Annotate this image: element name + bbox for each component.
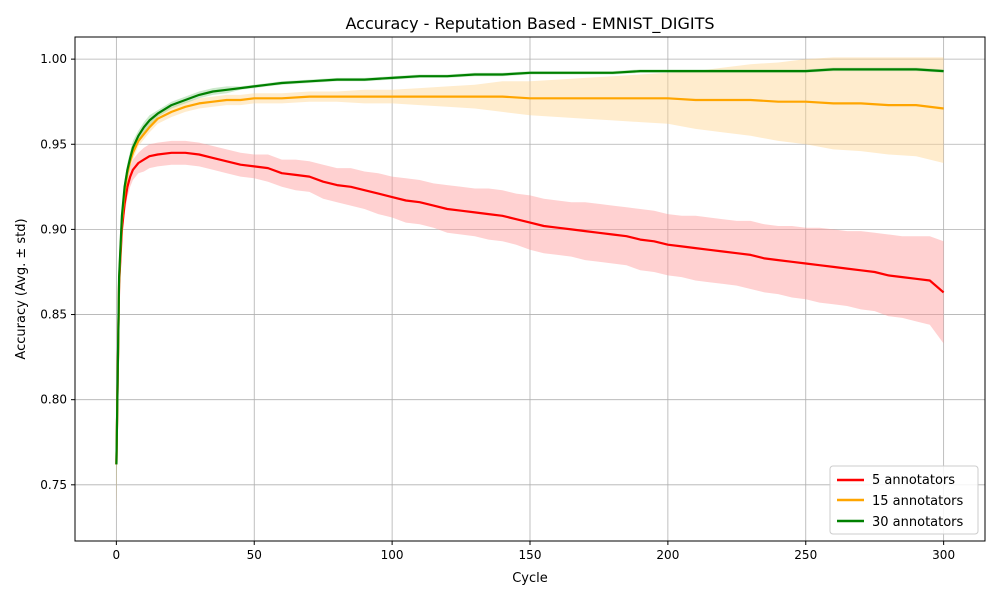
y-axis-label: Accuracy (Avg. ± std) bbox=[14, 218, 29, 359]
x-tick-label: 250 bbox=[794, 548, 817, 562]
grid bbox=[75, 37, 985, 541]
y-tick-label: 0.80 bbox=[40, 393, 67, 407]
legend-box bbox=[829, 465, 979, 535]
y-tick-label: 0.90 bbox=[40, 222, 67, 236]
y-tick-label: 0.75 bbox=[40, 478, 67, 492]
series-line-15-annotators bbox=[115, 95, 944, 465]
std-band-5-annotators bbox=[116, 140, 944, 516]
x-tick-label: 100 bbox=[381, 548, 404, 562]
chart-title: Accuracy - Reputation Based - EMNIST_DIG… bbox=[345, 14, 714, 34]
x-tick-label: 200 bbox=[656, 548, 679, 562]
legend-label-15-annotators: 15 annotators bbox=[872, 494, 964, 509]
series-line-5-annotators bbox=[115, 151, 945, 465]
x-axis-label: Cycle bbox=[512, 571, 548, 586]
y-tick-label: 0.85 bbox=[40, 308, 67, 322]
y-tick-label: 0.95 bbox=[40, 137, 67, 151]
x-tick-label: 150 bbox=[519, 548, 542, 562]
legend: 5 annotators 15 annotators 30 annotators bbox=[829, 465, 979, 535]
series-lines bbox=[115, 68, 945, 465]
series-line-30-annotators bbox=[115, 68, 944, 465]
x-tick-label: 300 bbox=[932, 548, 955, 562]
axis-ticks: 0 50 100 150 200 250 300 0.75 0.80 0.85 0.90 0.95 1.… bbox=[40, 52, 955, 562]
legend-label-5-annotators: 5 annotators bbox=[872, 473, 955, 488]
x-tick-label: 0 bbox=[113, 548, 121, 562]
x-tick-label: 50 bbox=[247, 548, 262, 562]
y-tick-label: 1.00 bbox=[40, 52, 67, 66]
legend-label-30-annotators: 30 annotators bbox=[872, 515, 964, 530]
